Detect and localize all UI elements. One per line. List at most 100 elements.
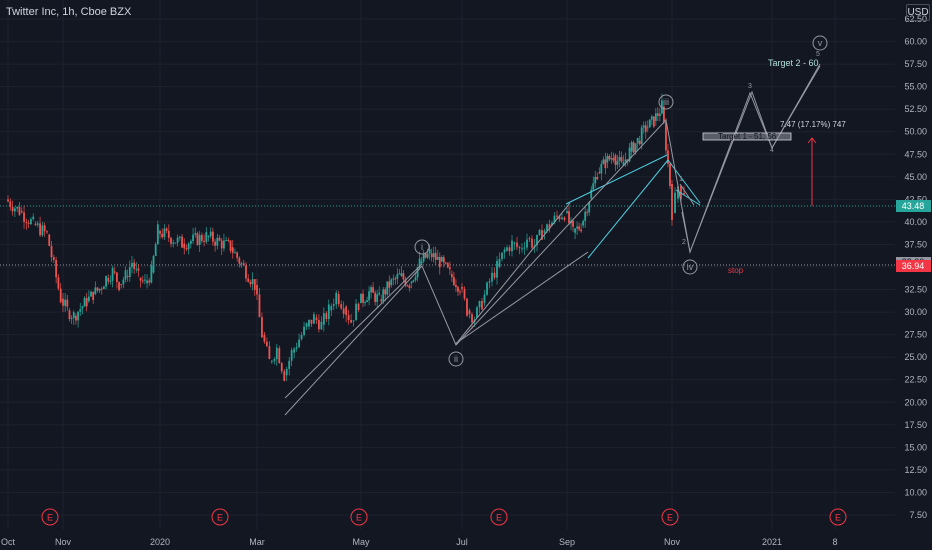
candle-body bbox=[580, 229, 583, 232]
y-tick-label: 62.50 bbox=[904, 14, 927, 24]
candle-body bbox=[128, 267, 131, 277]
target-1-label: Target 1 - 51, 56 bbox=[718, 132, 777, 141]
earnings-marker[interactable]: E bbox=[490, 508, 508, 526]
candle-body bbox=[41, 225, 44, 236]
candle-body bbox=[468, 310, 471, 315]
candle-body bbox=[214, 241, 217, 246]
candle-body bbox=[384, 289, 387, 295]
earnings-marker[interactable]: E bbox=[661, 508, 679, 526]
earnings-marker-label: E bbox=[217, 513, 223, 523]
candle-body bbox=[667, 150, 669, 164]
candle-body bbox=[362, 293, 364, 303]
candle-body bbox=[644, 125, 647, 132]
candle-body bbox=[327, 304, 330, 320]
target-arrow-head bbox=[807, 137, 817, 144]
y-tick-label: 25.00 bbox=[904, 352, 927, 362]
candle-body bbox=[602, 159, 605, 164]
earnings-marker-label: E bbox=[835, 513, 841, 523]
candle-body bbox=[68, 310, 71, 319]
candle-body bbox=[290, 350, 293, 361]
candle-body bbox=[612, 158, 615, 161]
earnings-marker[interactable]: E bbox=[829, 508, 847, 526]
candle-body bbox=[25, 221, 28, 223]
candle-body bbox=[13, 208, 16, 212]
candle-body bbox=[478, 301, 481, 308]
projection-line bbox=[681, 65, 821, 254]
y-tick-label: 37.50 bbox=[904, 239, 927, 249]
earnings-marker-label: E bbox=[356, 513, 362, 523]
candle-body bbox=[590, 189, 593, 199]
channel-line bbox=[454, 251, 589, 345]
candle-body bbox=[234, 252, 236, 254]
candle-body bbox=[438, 257, 441, 268]
earnings-marker[interactable]: E bbox=[211, 508, 229, 526]
y-tick-label: 20.00 bbox=[904, 397, 927, 407]
candle-body bbox=[508, 247, 511, 252]
chart-title: Twitter Inc, 1h, Cboe BZX bbox=[6, 6, 132, 18]
candle-body bbox=[72, 312, 75, 319]
measure-label: 7.47 (17.17%) 747 bbox=[780, 120, 846, 129]
candle-body bbox=[457, 287, 459, 292]
candle-body bbox=[446, 263, 449, 268]
candle-body bbox=[189, 241, 192, 244]
candle-body bbox=[424, 253, 427, 258]
candle-body bbox=[444, 262, 447, 264]
candle-body bbox=[440, 257, 443, 262]
wave-label-ii: ii bbox=[448, 351, 464, 367]
candle-body bbox=[523, 247, 526, 249]
earnings-marker[interactable]: E bbox=[41, 508, 59, 526]
target-1-box bbox=[702, 132, 792, 141]
candle-body bbox=[481, 301, 483, 310]
elliott-wave-path bbox=[284, 63, 821, 416]
candle-body bbox=[404, 279, 407, 286]
candle-body bbox=[79, 309, 82, 312]
current-price-text: 43.48 bbox=[902, 201, 925, 211]
x-tick-label: 2020 bbox=[150, 537, 170, 547]
candle-body bbox=[471, 314, 473, 323]
candle-body bbox=[113, 271, 116, 273]
y-tick-label: 27.50 bbox=[904, 330, 927, 340]
candle-body bbox=[266, 341, 268, 347]
target-box bbox=[702, 132, 792, 141]
candle-body bbox=[298, 339, 300, 348]
candle-body bbox=[600, 163, 603, 174]
candle-body bbox=[308, 319, 310, 327]
candle-body bbox=[582, 220, 585, 226]
candle-body bbox=[258, 294, 261, 318]
candle-body bbox=[646, 127, 649, 129]
candle-body bbox=[7, 199, 9, 202]
candle-body bbox=[249, 281, 252, 285]
y-tick-label: 47.50 bbox=[904, 149, 927, 159]
candle-body bbox=[144, 279, 146, 281]
candle-body bbox=[120, 284, 123, 286]
candle-body bbox=[345, 306, 348, 316]
wave-label-iii: iii bbox=[658, 94, 674, 110]
candle-body bbox=[100, 288, 103, 290]
x-tick-label: Nov bbox=[664, 537, 681, 547]
candle-body bbox=[335, 292, 338, 305]
candle-body bbox=[18, 206, 21, 215]
candle-body bbox=[27, 222, 30, 225]
candle-body bbox=[394, 278, 397, 280]
earnings-marker[interactable]: E bbox=[350, 508, 368, 526]
earnings-marker-circle bbox=[829, 508, 847, 526]
candle-body bbox=[543, 230, 546, 233]
candle-body bbox=[238, 258, 241, 264]
wave-label-i: i bbox=[414, 239, 430, 255]
projection-label-2: 2 bbox=[682, 239, 686, 246]
candle-body bbox=[669, 163, 671, 187]
wave-label-text: i bbox=[421, 242, 423, 252]
candle-body bbox=[663, 106, 665, 123]
candle-body bbox=[280, 363, 283, 372]
candle-body bbox=[77, 311, 79, 321]
candle-body bbox=[526, 239, 528, 248]
projection-line bbox=[679, 183, 695, 206]
time-axis-bg bbox=[0, 530, 932, 550]
candle-body bbox=[325, 313, 328, 320]
currency-button[interactable]: USD bbox=[906, 4, 930, 21]
candle-body bbox=[43, 225, 46, 232]
candle-body bbox=[598, 172, 601, 174]
candle-body bbox=[32, 216, 35, 220]
earnings-marker-circle bbox=[490, 508, 508, 526]
candle-body bbox=[240, 263, 243, 265]
